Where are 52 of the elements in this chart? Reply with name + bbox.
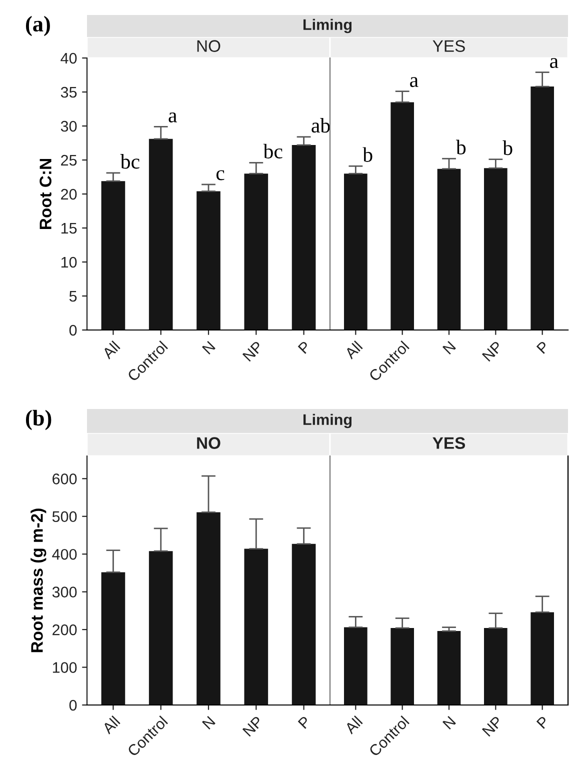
text: Liming [303, 414, 352, 428]
chart-title: YES [432, 40, 465, 52]
text: (a) [26, 16, 50, 36]
x-tick-label: NP [482, 340, 503, 362]
y-axis-title: Root mass (g m-2) [30, 508, 46, 652]
y-tick-label: 200 [52, 624, 77, 636]
y-tick-label: 25 [61, 154, 77, 166]
text: (b) [26, 410, 52, 430]
x-tick-label: P [298, 340, 312, 354]
x-tick-label: N [202, 341, 216, 354]
x-tick-label: NP [242, 340, 264, 362]
chart-title: YES [432, 437, 466, 449]
x-tick-label: All [101, 715, 120, 735]
y-tick-label: 100 [52, 662, 77, 673]
data-label: b [456, 140, 466, 154]
y-tick-label: 5 [69, 291, 77, 302]
y-tick-label: 500 [52, 511, 77, 522]
x-tick-label: P [536, 340, 550, 354]
y-tick-label: 0 [69, 324, 77, 336]
data-label: c [216, 170, 224, 180]
text: Liming [303, 18, 352, 34]
x-tick-label: NP [482, 716, 503, 737]
x-tick-label: N [442, 716, 456, 730]
data-label: ab [312, 118, 330, 133]
y-tick-label: 400 [52, 548, 77, 560]
y-tick-label: 20 [61, 188, 77, 200]
data-label: a [168, 112, 177, 122]
x-tick-label: NP [242, 716, 264, 737]
x-tick-label: All [101, 340, 120, 360]
x-tick-label: N [442, 341, 456, 354]
data-label: bc [263, 144, 282, 158]
data-label: b [362, 147, 372, 162]
y-tick-label: 300 [52, 586, 77, 598]
data-label: b [502, 140, 512, 156]
y-tick-label: 0 [69, 700, 77, 711]
y-tick-label: 600 [52, 474, 77, 484]
chart-title: NO [197, 40, 220, 52]
y-tick-label: 30 [60, 120, 77, 132]
y-axis-title: Root C:N [40, 159, 52, 229]
x-tick-label: N [202, 716, 216, 730]
data-label: a [550, 58, 558, 68]
x-tick-label: All [344, 340, 363, 360]
data-label: bc [120, 154, 140, 169]
x-tick-label: All [344, 715, 363, 735]
y-tick-label: 40 [60, 52, 77, 64]
data-label: a [410, 77, 418, 88]
y-tick-label: 35 [60, 86, 77, 98]
x-tick-label: P [536, 716, 550, 729]
x-tick-label: P [298, 716, 312, 729]
y-tick-label: 15 [61, 223, 77, 234]
y-tick-label: 10 [61, 256, 77, 268]
chart-title: NO [197, 437, 220, 449]
